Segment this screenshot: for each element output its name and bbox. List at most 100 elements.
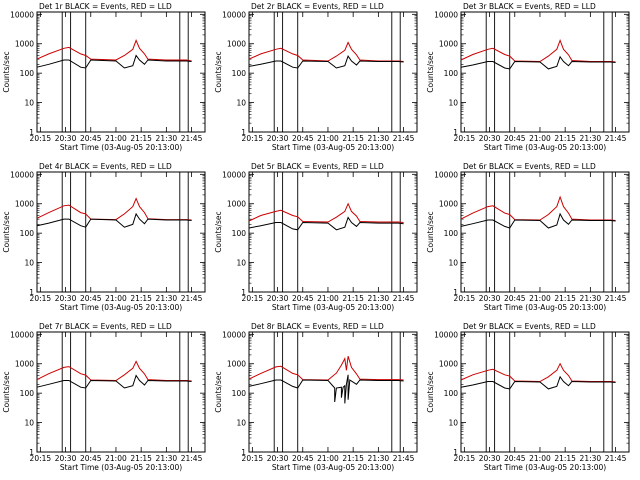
- event-rate-line: [461, 377, 616, 389]
- x-axis-label: Start Time (03-Aug-05 20:13:00): [272, 303, 394, 312]
- x-tick-label: 20:45: [292, 454, 314, 463]
- x-tick-label: 21:45: [605, 454, 627, 463]
- x-tick-label: 21:45: [181, 294, 203, 303]
- chart-panel-4: Det 4r BLACK = Events, RED = LLD Counts/s…: [2, 162, 205, 312]
- x-tick-label: 21:15: [554, 134, 576, 143]
- y-tick-label: 100: [20, 229, 35, 238]
- x-axis-label: Start Time (03-Aug-05 20:13:00): [272, 143, 394, 152]
- x-tick-label: 20:15: [242, 454, 264, 463]
- x-tick-label: 21:45: [393, 294, 415, 303]
- y-tick-label: 1000: [15, 200, 34, 209]
- chart-title: Det 7r BLACK = Events, RED = LLD: [39, 322, 172, 331]
- y-tick-label: 10: [24, 259, 34, 268]
- chart-panel-3: Det 3r BLACK = Events, RED = LLDCounts/s…: [426, 2, 629, 152]
- y-tick-label: 1000: [439, 40, 458, 49]
- y-tick-label: 10000: [10, 170, 34, 179]
- x-tick-label: 21:00: [317, 134, 339, 143]
- y-axis-label: Counts/sec: [2, 211, 11, 252]
- y-axis-label: Counts/sec: [426, 371, 435, 412]
- x-tick-label: 21:45: [181, 454, 203, 463]
- event-rate-line: [37, 56, 192, 69]
- x-tick-label: 20:45: [80, 454, 102, 463]
- y-tick-label: 100: [232, 229, 247, 238]
- x-tick-label: 20:45: [80, 294, 102, 303]
- x-tick-label: 21:00: [529, 294, 551, 303]
- lld-rate-line: [37, 199, 192, 220]
- x-tick-label: 20:30: [479, 454, 501, 463]
- y-tick-label: 100: [20, 69, 35, 78]
- x-tick-label: 20:15: [30, 294, 52, 303]
- x-tick-label: 21:30: [156, 454, 178, 463]
- x-tick-label: 21:30: [580, 294, 602, 303]
- y-axis-label: Counts/sec: [214, 371, 223, 412]
- x-tick-label: 20:15: [454, 454, 476, 463]
- x-tick-label: 21:15: [554, 454, 576, 463]
- y-axis-label: Counts/sec: [2, 51, 11, 92]
- x-tick-label: 20:45: [292, 134, 314, 143]
- x-tick-label: 21:00: [105, 294, 127, 303]
- chart-title: Det 5r BLACK = Events, RED = LLD: [251, 162, 384, 171]
- y-tick-label: 10000: [434, 10, 458, 19]
- chart-title: Det 4r BLACK = Events, RED = LLD: [39, 162, 172, 171]
- event-rate-line: [461, 214, 616, 228]
- x-tick-label: 20:45: [504, 134, 526, 143]
- x-tick-label: 21:30: [368, 134, 390, 143]
- x-tick-label: 20:30: [55, 454, 77, 463]
- y-tick-label: 1000: [15, 40, 34, 49]
- x-axis-label: Start Time (03-Aug-05 20:13:00): [484, 143, 606, 152]
- y-tick-label: 1000: [439, 200, 458, 209]
- chart-panel-8: Det 8r BLACK = Events, RED = LLD Counts/s…: [214, 322, 417, 472]
- chart-title: Det 1r BLACK = Events, RED = LLD: [39, 2, 172, 11]
- chart-panel-2: Det 2r BLACK = Events, RED = LLDCounts/s…: [214, 2, 417, 152]
- y-axis-label: Counts/sec: [2, 371, 11, 412]
- y-tick-label: 10: [448, 259, 458, 268]
- y-tick-label: 100: [444, 389, 459, 398]
- x-tick-label: 21:45: [605, 294, 627, 303]
- chart-panel-1: Det 1r BLACK = Events, RED = LLD Counts/s…: [2, 2, 205, 152]
- y-tick-label: 10: [24, 99, 34, 108]
- y-tick-label: 10: [236, 99, 246, 108]
- y-tick-label: 1000: [227, 40, 246, 49]
- x-axis-label: Start Time (03-Aug-05 20:13:00): [272, 463, 394, 472]
- y-tick-label: 100: [444, 69, 459, 78]
- x-tick-label: 20:30: [267, 454, 289, 463]
- x-axis-label: Start Time (03-Aug-05 20:13:00): [60, 463, 182, 472]
- x-tick-label: 20:30: [479, 294, 501, 303]
- lld-rate-line: [37, 361, 192, 381]
- x-tick-label: 21:15: [554, 294, 576, 303]
- lld-rate-line: [249, 204, 404, 223]
- x-axis-label: Start Time (03-Aug-05 20:13:00): [484, 303, 606, 312]
- x-tick-label: 20:30: [55, 134, 77, 143]
- x-tick-label: 20:15: [30, 134, 52, 143]
- lld-rate-line: [461, 197, 616, 221]
- x-tick-label: 21:45: [605, 134, 627, 143]
- lld-rate-line: [461, 364, 616, 382]
- x-tick-label: 21:45: [181, 134, 203, 143]
- event-rate-line: [461, 57, 616, 69]
- x-tick-label: 21:30: [156, 294, 178, 303]
- x-tick-label: 20:45: [504, 454, 526, 463]
- x-tick-label: 21:30: [580, 454, 602, 463]
- x-tick-label: 20:45: [292, 294, 314, 303]
- y-tick-label: 100: [232, 69, 247, 78]
- x-tick-label: 20:30: [267, 294, 289, 303]
- x-axis-label: Start Time (03-Aug-05 20:13:00): [484, 463, 606, 472]
- x-tick-label: 21:30: [368, 294, 390, 303]
- x-tick-label: 20:30: [479, 134, 501, 143]
- x-tick-label: 21:45: [393, 134, 415, 143]
- y-tick-label: 10000: [222, 10, 246, 19]
- y-tick-label: 1000: [439, 360, 458, 369]
- x-tick-label: 20:30: [55, 294, 77, 303]
- x-tick-label: 21:00: [317, 454, 339, 463]
- chart-title: Det 8r BLACK = Events, RED = LLD: [251, 322, 384, 331]
- y-tick-label: 10000: [10, 10, 34, 19]
- lld-rate-line: [37, 40, 192, 61]
- y-tick-label: 10: [236, 259, 246, 268]
- x-tick-label: 21:45: [393, 454, 415, 463]
- x-tick-label: 21:15: [342, 134, 364, 143]
- x-tick-label: 21:15: [342, 294, 364, 303]
- lld-rate-line: [461, 40, 616, 62]
- chart-title: Det 9r BLACK = Events, RED = LLD: [463, 322, 596, 331]
- x-tick-label: 20:30: [267, 134, 289, 143]
